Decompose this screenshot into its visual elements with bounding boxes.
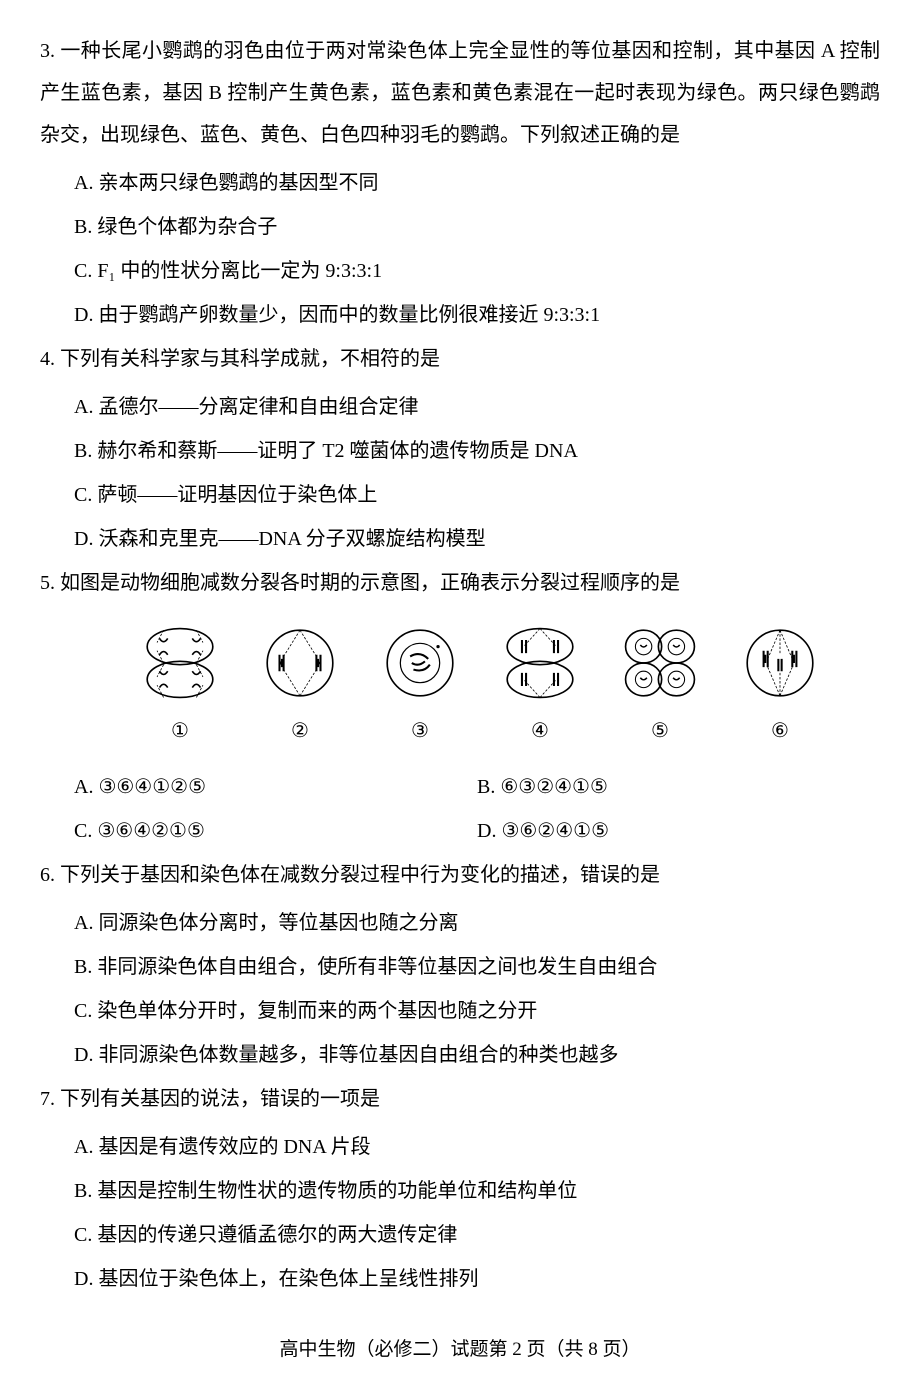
option-5B: B. ⑥③②④①⑤	[477, 766, 880, 808]
option-4A: A. 孟德尔——分离定律和自由组合定律	[74, 386, 880, 428]
option-5C: C. ③⑥④②①⑤	[74, 810, 477, 852]
figure-item-2: ②	[259, 622, 341, 752]
figure-item-1: ①	[139, 622, 221, 752]
option-5A: A. ③⑥④①②⑤	[74, 766, 477, 808]
question-5-stem: 5. 如图是动物细胞减数分裂各时期的示意图，正确表示分裂过程顺序的是	[40, 562, 880, 604]
figure-item-6: ⑥	[739, 622, 821, 752]
option-7A: A. 基因是有遗传效应的 DNA 片段	[74, 1126, 880, 1168]
option-3C: C. F₁ 中的性状分离比一定为 9:3:3:1	[74, 250, 880, 292]
option-7B: B. 基因是控制生物性状的遗传物质的功能单位和结构单位	[74, 1170, 880, 1212]
cell-diagram-3-icon	[379, 622, 461, 704]
question-3: 3. 一种长尾小鹦鹉的羽色由位于两对常染色体上完全显性的等位基因和控制，其中基因…	[40, 30, 880, 336]
question-6-options: A. 同源染色体分离时，等位基因也随之分离 B. 非同源染色体自由组合，使所有非…	[40, 902, 880, 1076]
option-7D: D. 基因位于染色体上，在染色体上呈线性排列	[74, 1258, 880, 1300]
cell-diagram-6-icon	[739, 622, 821, 704]
question-7-stem: 7. 下列有关基因的说法，错误的一项是	[40, 1078, 880, 1120]
question-4-options: A. 孟德尔——分离定律和自由组合定律 B. 赫尔希和蔡斯——证明了 T2 噬菌…	[40, 386, 880, 560]
figure-item-4: ④	[499, 622, 581, 752]
cell-diagram-1-icon	[139, 622, 221, 704]
option-3D: D. 由于鹦鹉产卵数量少，因而中的数量比例很难接近 9:3:3:1	[74, 294, 880, 336]
option-7C: C. 基因的传递只遵循孟德尔的两大遗传定律	[74, 1214, 880, 1256]
figure-label-1: ①	[171, 710, 189, 752]
option-4B: B. 赫尔希和蔡斯——证明了 T2 噬菌体的遗传物质是 DNA	[74, 430, 880, 472]
question-4: 4. 下列有关科学家与其科学成就，不相符的是 A. 孟德尔——分离定律和自由组合…	[40, 338, 880, 560]
figure-item-3: ③	[379, 622, 461, 752]
option-6C: C. 染色单体分开时，复制而来的两个基因也随之分开	[74, 990, 880, 1032]
question-7: 7. 下列有关基因的说法，错误的一项是 A. 基因是有遗传效应的 DNA 片段 …	[40, 1078, 880, 1300]
question-3-stem: 3. 一种长尾小鹦鹉的羽色由位于两对常染色体上完全显性的等位基因和控制，其中基因…	[40, 30, 880, 156]
option-3B: B. 绿色个体都为杂合子	[74, 206, 880, 248]
figure-label-4: ④	[531, 710, 549, 752]
figure-label-3: ③	[411, 710, 429, 752]
question-6: 6. 下列关于基因和染色体在减数分裂过程中行为变化的描述，错误的是 A. 同源染…	[40, 854, 880, 1076]
page-footer: 高中生物（必修二）试题第 2 页（共 8 页）	[40, 1330, 880, 1370]
option-4D: D. 沃森和克里克——DNA 分子双螺旋结构模型	[74, 518, 880, 560]
question-5: 5. 如图是动物细胞减数分裂各时期的示意图，正确表示分裂过程顺序的是 ①	[40, 562, 880, 854]
option-3A: A. 亲本两只绿色鹦鹉的基因型不同	[74, 162, 880, 204]
cell-diagram-5-icon	[619, 622, 701, 704]
question-4-stem: 4. 下列有关科学家与其科学成就，不相符的是	[40, 338, 880, 380]
figure-label-6: ⑥	[771, 710, 789, 752]
meiosis-figure-row: ① ② ③	[40, 622, 880, 752]
option-5D: D. ③⑥②④①⑤	[477, 810, 880, 852]
question-7-options: A. 基因是有遗传效应的 DNA 片段 B. 基因是控制生物性状的遗传物质的功能…	[40, 1126, 880, 1300]
cell-diagram-4-icon	[499, 622, 581, 704]
question-5-options: A. ③⑥④①②⑤ B. ⑥③②④①⑤ C. ③⑥④②①⑤ D. ③⑥②④①⑤	[40, 766, 880, 854]
question-3-options: A. 亲本两只绿色鹦鹉的基因型不同 B. 绿色个体都为杂合子 C. F₁ 中的性…	[40, 162, 880, 336]
cell-diagram-2-icon	[259, 622, 341, 704]
option-6B: B. 非同源染色体自由组合，使所有非等位基因之间也发生自由组合	[74, 946, 880, 988]
question-6-stem: 6. 下列关于基因和染色体在减数分裂过程中行为变化的描述，错误的是	[40, 854, 880, 896]
option-4C: C. 萨顿——证明基因位于染色体上	[74, 474, 880, 516]
figure-label-2: ②	[291, 710, 309, 752]
option-6A: A. 同源染色体分离时，等位基因也随之分离	[74, 902, 880, 944]
figure-label-5: ⑤	[651, 710, 669, 752]
option-6D: D. 非同源染色体数量越多，非等位基因自由组合的种类也越多	[74, 1034, 880, 1076]
figure-item-5: ⑤	[619, 622, 701, 752]
